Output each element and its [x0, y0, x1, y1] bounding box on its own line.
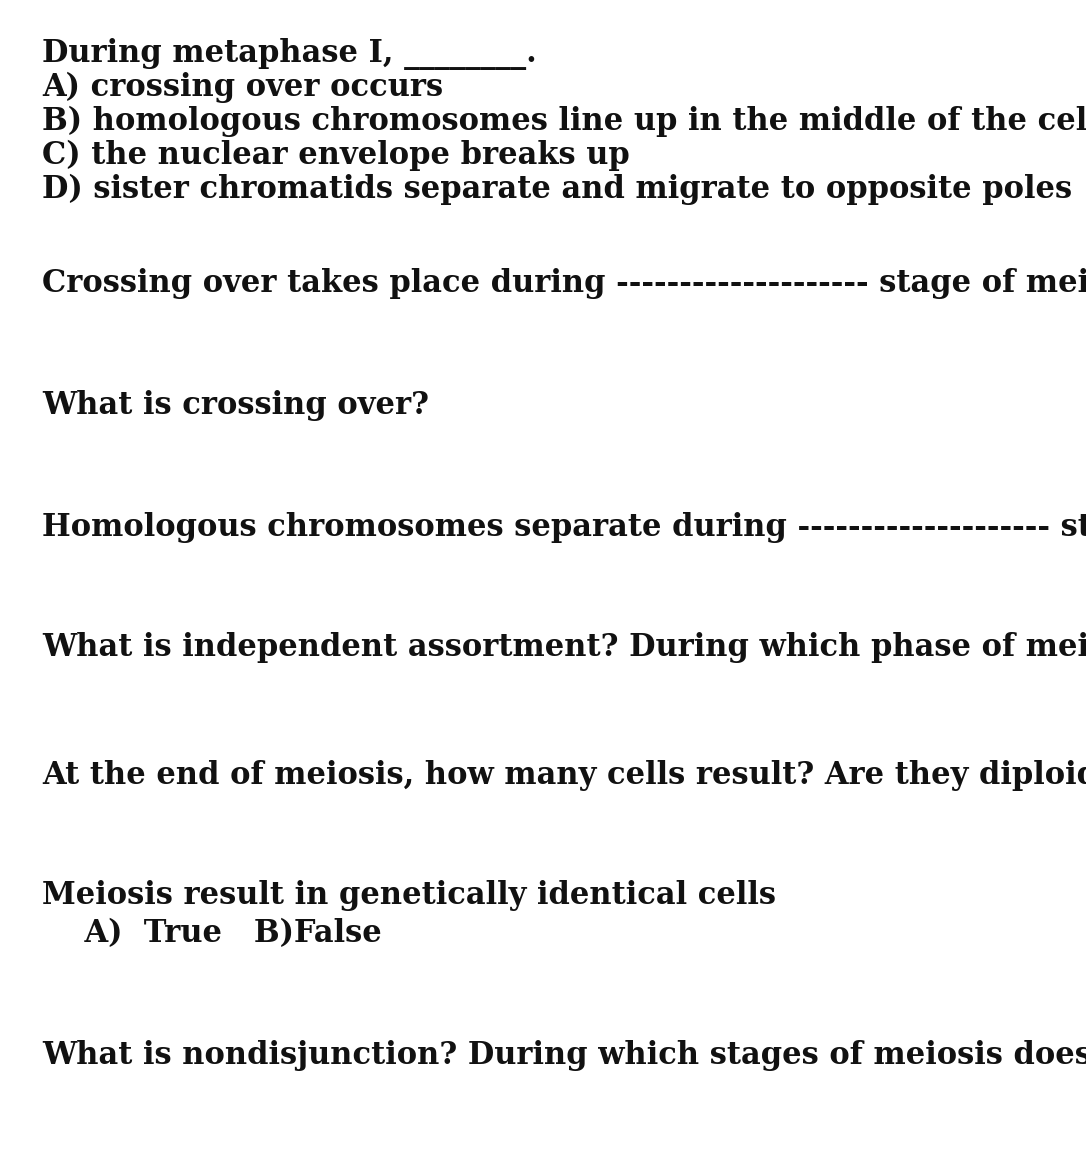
Text: During metaphase I, ________.: During metaphase I, ________.	[42, 38, 536, 70]
Text: What is independent assortment? During which phase of meiosis does it take place: What is independent assortment? During w…	[42, 632, 1086, 664]
Text: C) the nuclear envelope breaks up: C) the nuclear envelope breaks up	[42, 141, 630, 172]
Text: Crossing over takes place during -------------------- stage of meiosis: Crossing over takes place during -------…	[42, 268, 1086, 300]
Text: Meiosis result in genetically identical cells: Meiosis result in genetically identical …	[42, 880, 776, 911]
Text: B) homologous chromosomes line up in the middle of the cell: B) homologous chromosomes line up in the…	[42, 106, 1086, 137]
Text: What is nondisjunction? During which stages of meiosis does it take place ?: What is nondisjunction? During which sta…	[42, 1040, 1086, 1071]
Text: What is crossing over?: What is crossing over?	[42, 391, 429, 420]
Text: A)  True   B)False: A) True B)False	[42, 918, 382, 949]
Text: Homologous chromosomes separate during -------------------- stage of meiosis: Homologous chromosomes separate during -…	[42, 511, 1086, 543]
Text: At the end of meiosis, how many cells result? Are they diploid or haploid?: At the end of meiosis, how many cells re…	[42, 760, 1086, 791]
Text: A) crossing over occurs: A) crossing over occurs	[42, 71, 443, 104]
Text: D) sister chromatids separate and migrate to opposite poles: D) sister chromatids separate and migrat…	[42, 174, 1072, 205]
